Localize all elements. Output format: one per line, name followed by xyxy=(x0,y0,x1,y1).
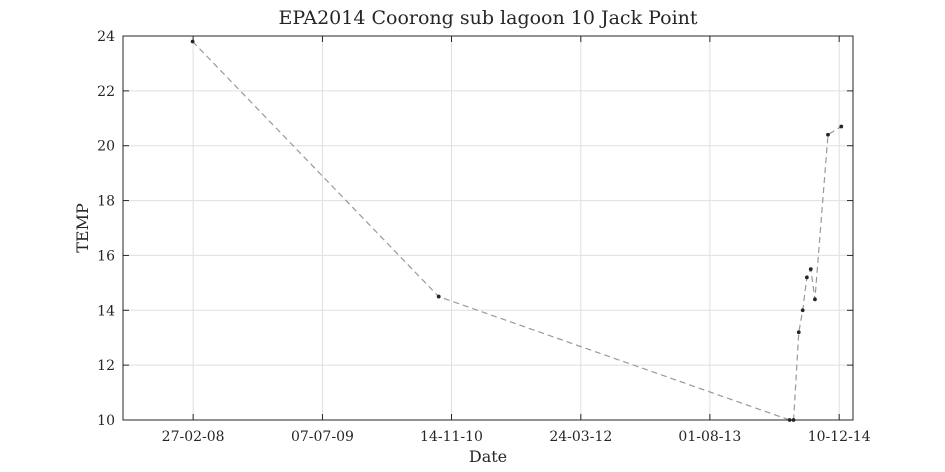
data-point xyxy=(436,294,441,299)
axis-ticks: 10 12 14 16 18 20 22 24 27-02-08 07-07-09 14-11-10… xyxy=(97,29,871,445)
chart-title: EPA2014 Coorong sub lagoon 10 Jack Point xyxy=(278,7,697,29)
plot-area xyxy=(123,36,853,420)
data-point xyxy=(826,132,830,137)
x-axis-label: Date xyxy=(469,447,507,466)
x-tick-label: 10-12-14 xyxy=(808,429,871,445)
y-tick-label: 16 xyxy=(97,248,115,264)
data-point xyxy=(796,330,801,335)
y-tick-label: 20 xyxy=(97,139,115,155)
data-point xyxy=(813,297,817,302)
data-point xyxy=(800,308,805,313)
data-point xyxy=(804,275,809,280)
y-tick-label: 12 xyxy=(97,358,115,374)
x-tick-label: 27-02-08 xyxy=(162,429,225,445)
y-tick-label: 22 xyxy=(97,84,115,100)
y-tick-label: 18 xyxy=(97,194,115,210)
x-tick-label: 14-11-10 xyxy=(420,429,483,445)
grid-lines xyxy=(123,36,853,420)
data-point xyxy=(190,39,195,44)
y-axis-label: TEMP xyxy=(73,203,92,253)
axes-box xyxy=(122,35,854,421)
x-tick-label: 24-03-12 xyxy=(549,429,612,445)
x-tick-label: 01-08-13 xyxy=(678,429,741,445)
y-tick-label: 24 xyxy=(97,29,115,45)
y-tick-label: 14 xyxy=(97,303,115,319)
y-tick-label: 10 xyxy=(97,413,115,429)
data-point xyxy=(808,267,813,272)
data-point xyxy=(839,124,844,129)
x-tick-label: 07-07-09 xyxy=(291,429,354,445)
